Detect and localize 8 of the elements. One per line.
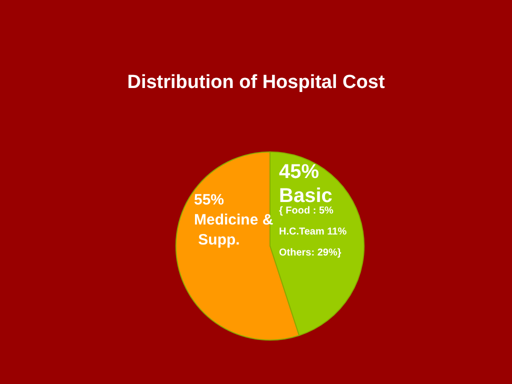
chart-title: Distribution of Hospital Cost xyxy=(127,72,386,93)
slice-label: Medicine & Supp. xyxy=(194,212,274,248)
slice-label: Basic xyxy=(279,185,332,207)
text: Others: 29%} xyxy=(279,248,342,258)
text: { Food : 5% xyxy=(279,206,334,216)
data-label: 45% xyxy=(279,161,320,183)
data-label: 55% xyxy=(194,192,224,208)
text: H.C.Team 11% xyxy=(279,226,347,238)
